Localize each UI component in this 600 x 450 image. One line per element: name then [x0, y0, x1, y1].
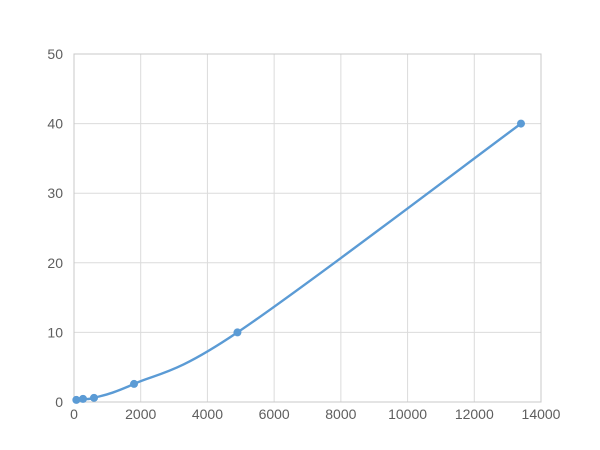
- data-point-marker: [79, 394, 88, 403]
- data-point-marker: [90, 393, 99, 402]
- y-tick-label: 30: [47, 185, 63, 201]
- series-line: [75, 122, 523, 402]
- y-tick-label: 0: [55, 394, 63, 410]
- plot-border: [73, 53, 542, 403]
- x-tick-label: 12000: [455, 406, 494, 422]
- y-tick-label: 40: [47, 116, 63, 132]
- data-point-marker: [72, 395, 81, 404]
- data-point-marker: [516, 119, 525, 128]
- y-tick-label: 10: [47, 324, 63, 340]
- data-point-marker: [233, 328, 242, 337]
- x-tick-label: 4000: [192, 406, 223, 422]
- x-tick-label: 10000: [388, 406, 427, 422]
- x-tick-label: 8000: [325, 406, 356, 422]
- x-tick-label: 14000: [522, 406, 561, 422]
- x-tick-label: 0: [70, 406, 78, 422]
- x-tick-label: 6000: [259, 406, 290, 422]
- y-tick-label: 20: [47, 255, 63, 271]
- x-tick-label: 2000: [125, 406, 156, 422]
- y-tick-label: 50: [47, 46, 63, 62]
- data-point-marker: [130, 379, 139, 388]
